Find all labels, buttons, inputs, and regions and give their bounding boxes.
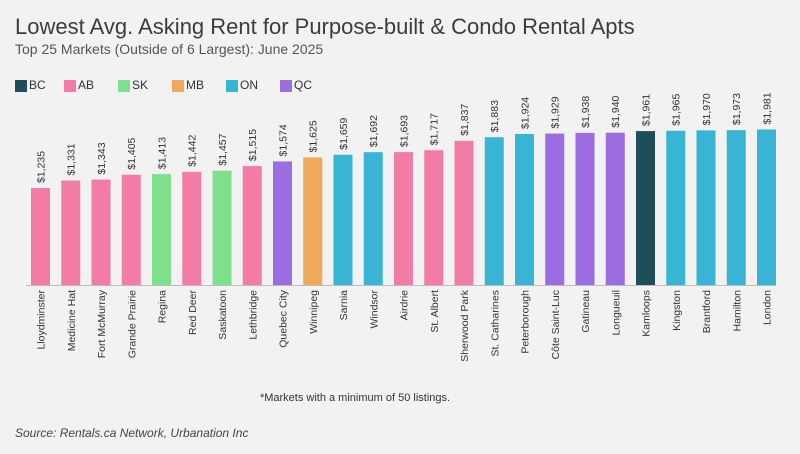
- bar: [757, 129, 776, 285]
- chart-subtitle: Top 25 Markets (Outside of 6 Largest): J…: [15, 41, 324, 57]
- x-tick-label: Fort McMurray: [96, 289, 108, 358]
- x-tick-label: Gatineau: [580, 290, 592, 333]
- data-label: $1,970: [701, 93, 713, 125]
- data-label: $1,924: [520, 97, 532, 129]
- legend-swatch-sk: [118, 80, 130, 92]
- bar: [182, 171, 202, 285]
- data-label: $1,331: [66, 143, 78, 175]
- data-label: $1,625: [308, 120, 320, 152]
- data-label: $1,692: [368, 115, 380, 147]
- x-tick-label: Windsor: [368, 290, 380, 329]
- legend-label-ab: AB: [78, 78, 95, 92]
- x-tick-label: Hamilton: [731, 290, 743, 332]
- legend-label-qc: QC: [294, 78, 312, 92]
- data-label: $1,929: [550, 96, 562, 128]
- x-tick-label: Peterborough: [520, 290, 532, 354]
- bar: [152, 174, 171, 285]
- bar: [61, 180, 81, 285]
- x-tick-label: Lloydminster: [36, 290, 48, 350]
- bar: [666, 130, 686, 285]
- x-tick-label: Sarnia: [338, 290, 350, 321]
- x-tick-label: St. Catharines: [489, 290, 501, 357]
- bar: [484, 137, 504, 285]
- x-tick-label: Winnipeg: [308, 290, 320, 334]
- data-label: $1,717: [429, 113, 441, 145]
- bar: [303, 157, 323, 285]
- bar: [212, 170, 232, 285]
- x-tick-label: Sherwood Park: [459, 289, 471, 362]
- legend-label-bc: BC: [29, 78, 46, 92]
- data-label: $1,574: [278, 124, 290, 156]
- bar: [575, 132, 595, 285]
- bar: [273, 161, 292, 285]
- bar: [333, 154, 353, 285]
- bar: [545, 133, 565, 285]
- data-label: $1,235: [36, 151, 48, 183]
- x-tick-label: Kingston: [671, 290, 683, 331]
- x-tick-label: Saskatoon: [217, 290, 229, 340]
- source-note: Source: Rentals.ca Network, Urbanation I…: [15, 426, 249, 440]
- data-label: $1,343: [96, 142, 108, 174]
- data-label: $1,965: [671, 93, 683, 125]
- data-label: $1,515: [247, 129, 259, 161]
- x-tick-label: Brantford: [701, 290, 713, 333]
- bar: [636, 131, 655, 285]
- x-tick-label: Longueuil: [610, 290, 622, 336]
- bar: [91, 179, 111, 285]
- bar: [726, 130, 746, 285]
- legend-swatch-ab: [64, 80, 76, 92]
- legend: BC AB SK MB ON QC: [15, 77, 345, 97]
- x-tick-label: Kamloops: [641, 290, 653, 337]
- data-label: $1,413: [157, 137, 169, 169]
- x-tick-label: Airdrie: [399, 290, 411, 321]
- data-label: $1,981: [762, 92, 774, 124]
- data-label: $1,837: [459, 104, 471, 136]
- bar: [242, 166, 262, 285]
- x-tick-label: London: [762, 290, 774, 325]
- x-tick-label: Lethbridge: [247, 290, 259, 340]
- legend-swatch-bc: [15, 80, 27, 92]
- x-tick-label: Grande Prairie: [126, 290, 138, 358]
- bar: [31, 188, 50, 285]
- legend-swatch-mb: [172, 80, 184, 92]
- data-label: $1,940: [610, 95, 622, 127]
- chart-title: Lowest Avg. Asking Rent for Purpose-buil…: [15, 14, 635, 39]
- x-tick-label: Quebec City: [278, 289, 290, 348]
- data-label: $1,973: [731, 93, 743, 125]
- x-tick-label: Côte Saint-Luc: [550, 290, 562, 359]
- bar: [605, 132, 625, 285]
- data-label: $1,659: [338, 117, 350, 149]
- legend-label-mb: MB: [186, 78, 204, 92]
- data-label: $1,405: [126, 137, 138, 169]
- data-label: $1,883: [489, 100, 501, 132]
- legend-swatch-qc: [280, 80, 292, 92]
- bar: [696, 130, 716, 285]
- x-tick-label: Medicine Hat: [66, 290, 78, 351]
- x-tick-label: St. Albert: [429, 290, 441, 333]
- bar: [424, 150, 444, 285]
- legend-label-on: ON: [240, 78, 258, 92]
- data-label: $1,938: [580, 96, 592, 128]
- footnote: *Markets with a minimum of 50 listings.: [259, 392, 451, 404]
- data-label: $1,961: [641, 94, 653, 126]
- bar: [515, 133, 534, 285]
- bar: [394, 152, 413, 285]
- data-label: $1,693: [399, 115, 411, 147]
- x-tick-label: Regina: [157, 290, 169, 323]
- bar: [454, 140, 474, 285]
- x-tick-label: Red Deer: [187, 290, 199, 335]
- data-label: $1,442: [187, 135, 199, 167]
- legend-label-sk: SK: [132, 78, 149, 92]
- bar: [363, 152, 383, 285]
- legend-swatch-on: [226, 80, 238, 92]
- bar: [121, 174, 141, 285]
- data-label: $1,457: [217, 133, 229, 165]
